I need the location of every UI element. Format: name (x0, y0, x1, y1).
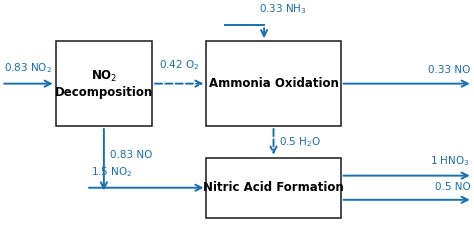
FancyBboxPatch shape (206, 41, 341, 126)
Text: Ammonia Oxidation: Ammonia Oxidation (209, 77, 338, 90)
Text: NO$_2$
Decomposition: NO$_2$ Decomposition (55, 69, 153, 99)
Text: 0.42 O$_2$: 0.42 O$_2$ (159, 59, 200, 72)
Text: 0.5 H$_2$O: 0.5 H$_2$O (279, 135, 321, 149)
Text: 0.83 NO: 0.83 NO (109, 150, 152, 160)
Text: 0.33 NH$_3$: 0.33 NH$_3$ (259, 3, 307, 16)
Text: 1 HNO$_3$: 1 HNO$_3$ (430, 154, 470, 168)
FancyBboxPatch shape (206, 157, 341, 218)
Text: Nitric Acid Formation: Nitric Acid Formation (203, 181, 344, 194)
FancyBboxPatch shape (55, 41, 152, 126)
Text: 0.83 NO$_2$: 0.83 NO$_2$ (4, 61, 52, 75)
Text: 0.33 NO: 0.33 NO (428, 65, 470, 75)
Text: 0.5 NO: 0.5 NO (435, 182, 470, 192)
Text: 1.5 NO$_2$: 1.5 NO$_2$ (91, 165, 133, 179)
